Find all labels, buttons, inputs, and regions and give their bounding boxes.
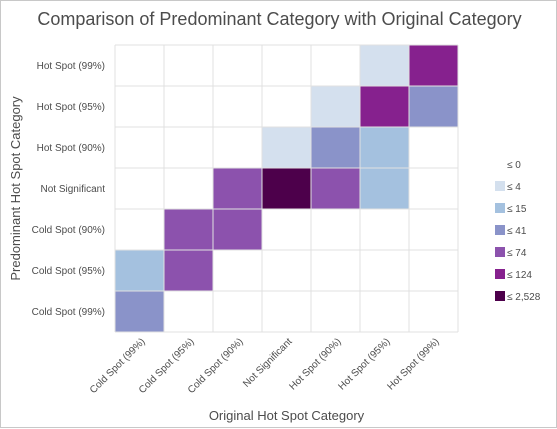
heatmap-cell xyxy=(164,291,213,332)
heatmap-cell xyxy=(360,209,409,250)
heatmap-cell xyxy=(115,250,164,291)
legend-label: ≤ 41 xyxy=(507,226,527,237)
legend-swatch xyxy=(495,291,505,301)
heatmap-cell xyxy=(115,86,164,127)
heatmap-cell xyxy=(213,127,262,168)
heatmap-cell xyxy=(213,168,262,209)
heatmap-cell xyxy=(262,168,311,209)
y-tick-label: Hot Spot (99%) xyxy=(37,61,105,72)
heatmap-cell xyxy=(213,291,262,332)
heatmap-cell xyxy=(164,250,213,291)
heatmap-cell xyxy=(164,209,213,250)
heatmap-cell xyxy=(262,45,311,86)
legend-label: ≤ 15 xyxy=(507,204,527,215)
heatmap-cell xyxy=(409,250,458,291)
legend-label: ≤ 0 xyxy=(507,160,521,171)
heatmap-cell xyxy=(360,45,409,86)
heatmap-cell xyxy=(262,209,311,250)
heatmap-cell xyxy=(262,127,311,168)
heatmap-cell xyxy=(115,127,164,168)
x-axis-label: Original Hot Spot Category xyxy=(209,408,365,423)
legend-swatch xyxy=(495,225,505,235)
heatmap-cell xyxy=(115,168,164,209)
heatmap-cell xyxy=(262,291,311,332)
heatmap-cell xyxy=(262,250,311,291)
heatmap-cell xyxy=(409,86,458,127)
heatmap-cell xyxy=(409,45,458,86)
heatmap-cell xyxy=(311,250,360,291)
legend-label: ≤ 74 xyxy=(507,248,527,259)
y-tick-label: Hot Spot (95%) xyxy=(37,102,105,113)
y-tick-label: Cold Spot (90%) xyxy=(32,225,105,236)
legend-label: ≤ 2,528 xyxy=(507,292,541,303)
legend-swatch xyxy=(495,181,505,191)
legend-swatch xyxy=(495,203,505,213)
heatmap-cell xyxy=(311,127,360,168)
heatmap-cell xyxy=(164,127,213,168)
heatmap-cell xyxy=(262,86,311,127)
heatmap-cell xyxy=(311,291,360,332)
heatmap-cell xyxy=(115,209,164,250)
x-tick-label: Hot Spot (95%) xyxy=(336,336,392,392)
y-tick-label: Cold Spot (99%) xyxy=(32,307,105,318)
heatmap-cell xyxy=(164,86,213,127)
heatmap-cell xyxy=(115,291,164,332)
heatmap-cell xyxy=(213,45,262,86)
heatmap-cell xyxy=(115,45,164,86)
legend-swatch xyxy=(495,269,505,279)
heatmap-cell xyxy=(164,45,213,86)
x-tick-label: Hot Spot (99%) xyxy=(385,336,441,392)
legend-label: ≤ 124 xyxy=(507,270,532,281)
heatmap-cell xyxy=(360,127,409,168)
heatmap-cell xyxy=(409,209,458,250)
x-tick-label: Not Significant xyxy=(241,336,295,390)
heatmap-cell xyxy=(409,127,458,168)
x-tick-label: Hot Spot (90%) xyxy=(287,336,343,392)
heatmap-cell xyxy=(311,45,360,86)
heatmap-cell xyxy=(311,209,360,250)
y-tick-label: Cold Spot (95%) xyxy=(32,266,105,277)
heatmap-cell xyxy=(360,250,409,291)
heatmap-cell xyxy=(213,209,262,250)
heatmap-cell xyxy=(311,168,360,209)
heatmap-cell xyxy=(360,168,409,209)
heatmap-cell xyxy=(360,86,409,127)
heatmap-cell xyxy=(409,291,458,332)
heatmap-cell xyxy=(164,168,213,209)
legend-swatch xyxy=(495,247,505,257)
heatmap-cell xyxy=(311,86,360,127)
chart-title: Comparison of Predominant Category with … xyxy=(37,9,522,29)
y-axis-label: Predominant Hot Spot Category xyxy=(8,96,23,281)
y-tick-label: Not Significant xyxy=(41,184,106,195)
heatmap-cell xyxy=(409,168,458,209)
heatmap-cell xyxy=(360,291,409,332)
y-tick-label: Hot Spot (90%) xyxy=(37,143,105,154)
heatmap-cell xyxy=(213,250,262,291)
legend-label: ≤ 4 xyxy=(507,182,521,193)
heatmap-cell xyxy=(213,86,262,127)
